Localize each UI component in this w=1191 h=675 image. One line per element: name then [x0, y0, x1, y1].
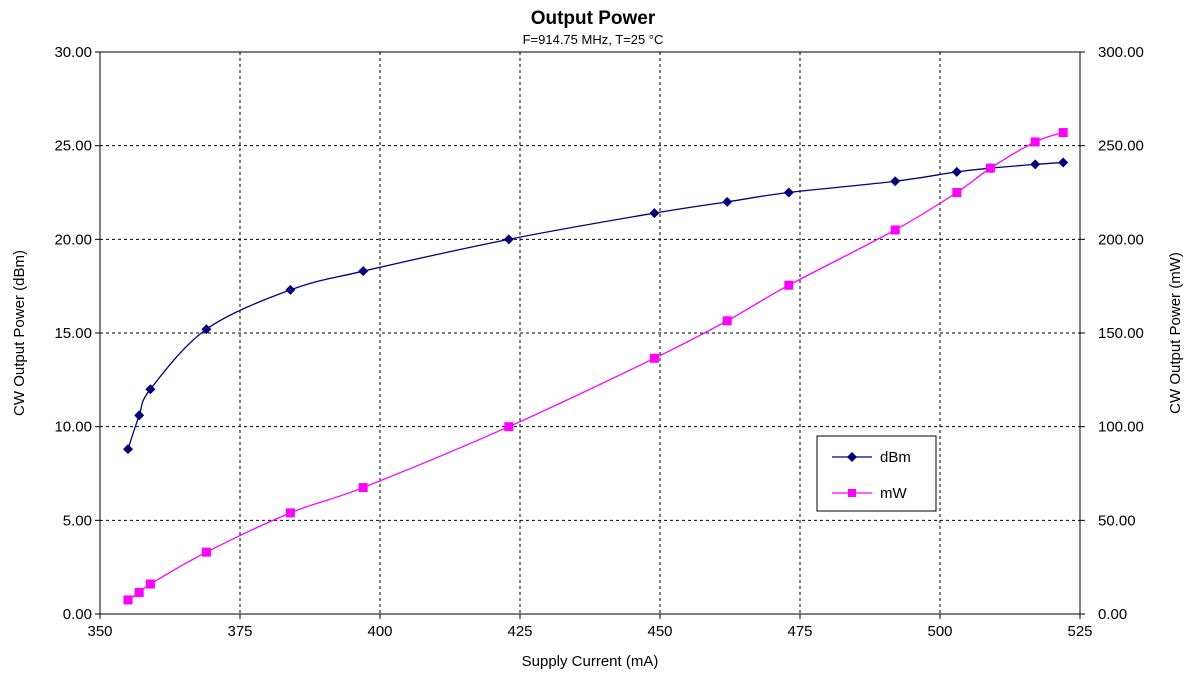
data-point-mW: [952, 188, 962, 197]
y-axis-right-label: CW Output Power (mW): [1167, 252, 1184, 414]
y-left-tick-label: 20.00: [54, 231, 92, 248]
x-tick-label: 475: [787, 623, 812, 640]
x-tick-label: 350: [87, 623, 112, 640]
data-point-dBm: [890, 176, 901, 187]
series-mW: [123, 128, 1068, 605]
legend-mw-marker: [848, 489, 856, 497]
series-line-mW: [127, 131, 1064, 601]
y-right-tick-label: 0.00: [1098, 606, 1127, 623]
data-point-dBm: [722, 196, 733, 207]
x-tick-label: 500: [927, 623, 952, 640]
y-axis-right-ticks: 0.00 50.00 100.00 150.00 200.00 250.00 300.00: [1080, 44, 1144, 623]
data-point-dBm: [201, 324, 212, 335]
y-left-tick-label: 30.00: [54, 44, 92, 61]
data-point-dBm: [285, 284, 296, 295]
data-point-mW: [504, 422, 514, 432]
data-point-mW: [649, 353, 659, 363]
y-left-tick-label: 0.00: [63, 606, 92, 623]
x-axis-label: Supply Current (mA): [522, 653, 659, 670]
data-point-mW: [1030, 137, 1040, 147]
x-tick-label: 375: [227, 623, 252, 640]
chart-title: Output Power: [531, 8, 656, 29]
legend-mw-label: mW: [880, 485, 907, 502]
data-point-mW: [134, 587, 144, 597]
y-right-tick-label: 200.00: [1098, 231, 1144, 248]
x-tick-label: 525: [1067, 623, 1092, 640]
y-axis-left-ticks: 0.00 5.00 10.00 15.00 20.00 25.00 30.00: [54, 44, 100, 623]
data-point-mW: [145, 579, 155, 589]
data-point-dBm: [649, 208, 660, 219]
series-line-dBm: [127, 161, 1064, 450]
data-point-mW: [985, 163, 995, 173]
x-tick-label: 450: [647, 623, 672, 640]
legend-box: [816, 435, 937, 512]
series-layer: [123, 128, 1069, 605]
x-tick-label: 425: [507, 623, 532, 640]
data-point-mW: [722, 316, 732, 326]
data-point-dBm: [134, 410, 145, 421]
data-point-dBm: [123, 444, 133, 455]
data-point-dBm: [1058, 157, 1069, 168]
y-axis-left-label: CW Output Power (dBm): [11, 250, 28, 416]
series-dBm: [123, 157, 1069, 455]
data-point-mW: [123, 595, 133, 605]
y-left-tick-label: 10.00: [54, 419, 92, 436]
y-left-tick-label: 5.00: [63, 512, 92, 529]
plot-area: [99, 51, 1081, 615]
y-right-tick-label: 50.00: [1098, 512, 1136, 529]
data-point-mW: [784, 280, 794, 290]
data-point-dBm: [783, 187, 794, 198]
legend-dbm-label: dBm: [880, 449, 911, 466]
data-point-dBm: [358, 266, 369, 277]
legend: dBm mW: [816, 435, 937, 512]
y-right-tick-label: 250.00: [1098, 138, 1144, 155]
y-right-tick-label: 100.00: [1098, 419, 1144, 436]
grid: [100, 52, 1080, 614]
data-point-mW: [358, 483, 368, 493]
data-point-dBm: [503, 234, 514, 245]
data-point-dBm: [951, 166, 962, 177]
chart-subtitle: F=914.75 MHz, T=25 °C: [523, 32, 664, 47]
legend-dbm-marker: [847, 452, 857, 462]
data-point-mW: [285, 508, 295, 518]
data-point-dBm: [1030, 159, 1041, 170]
x-tick-label: 400: [367, 623, 392, 640]
x-axis-ticks: 350 375 400 425 450 475 500 525: [87, 614, 1093, 640]
data-point-mW: [890, 225, 900, 235]
y-right-tick-label: 300.00: [1098, 44, 1144, 61]
y-left-tick-label: 15.00: [54, 325, 92, 342]
y-right-tick-label: 150.00: [1098, 325, 1144, 342]
data-point-dBm: [145, 384, 156, 395]
data-point-mW: [1058, 128, 1068, 138]
data-point-mW: [201, 547, 211, 557]
y-left-tick-label: 25.00: [54, 138, 92, 155]
